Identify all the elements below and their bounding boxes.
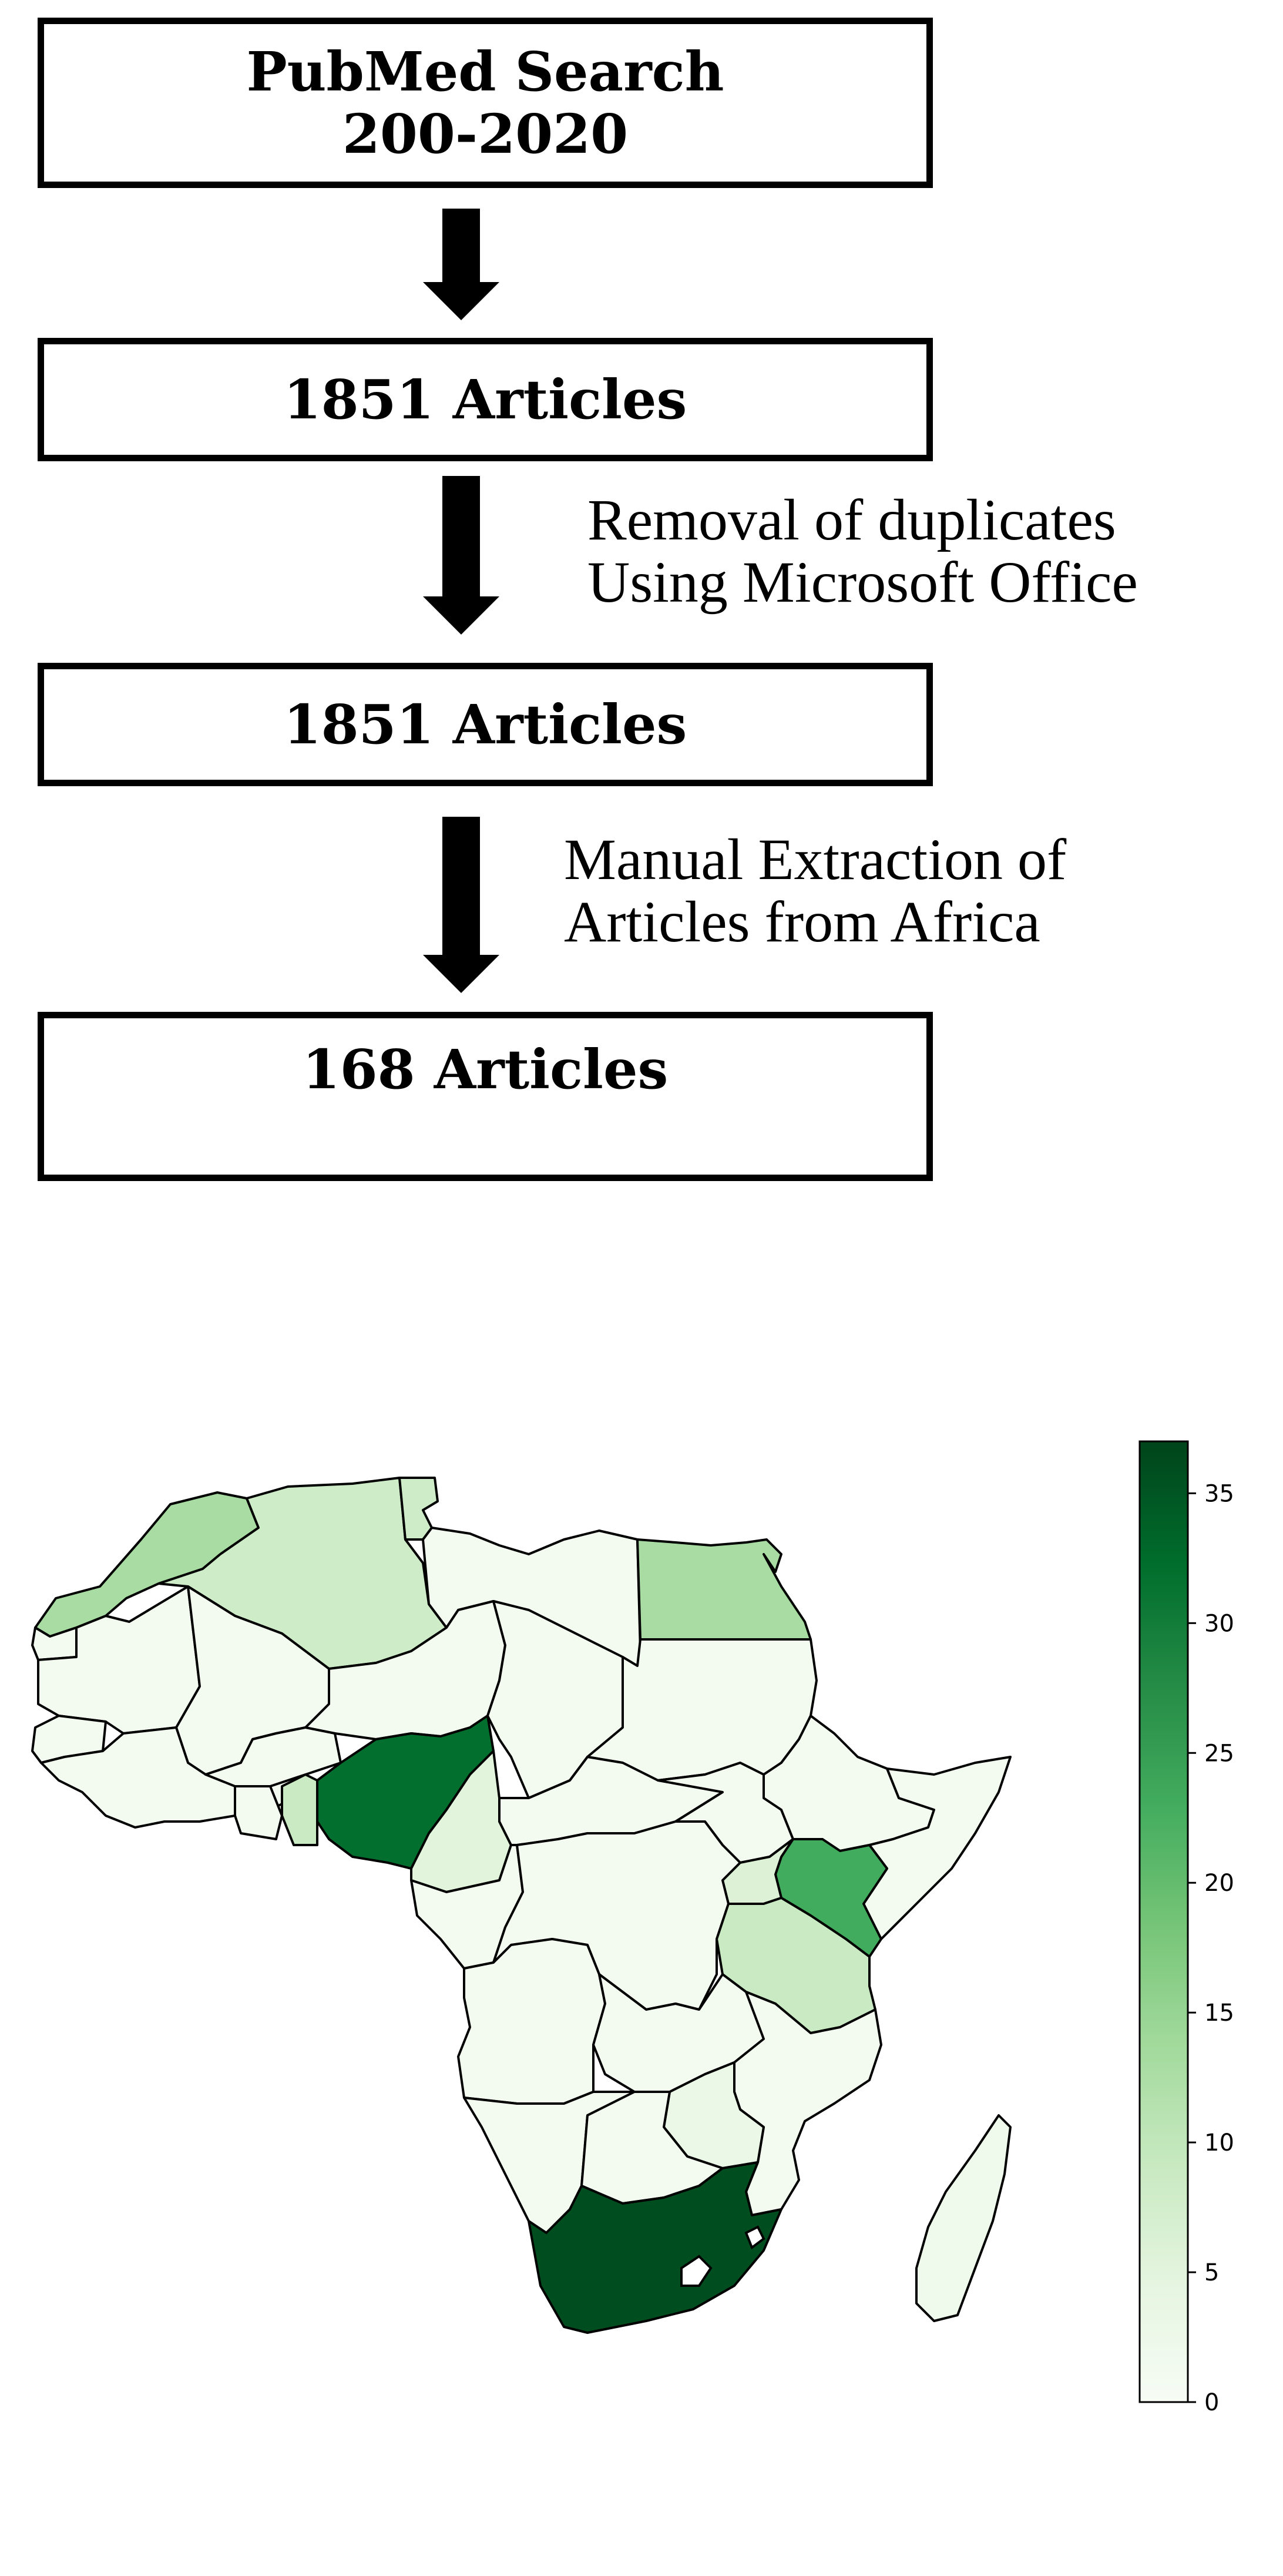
articles-box-3: 168 Articles bbox=[38, 1012, 933, 1181]
articles-box-3-label: 168 Articles bbox=[302, 1038, 669, 1101]
country-sudan bbox=[586, 1638, 818, 1782]
colorbar-tick-label: 15 bbox=[1204, 2000, 1234, 2027]
articles-box-2-label: 1851 Articles bbox=[283, 693, 687, 756]
colorbar-tick-label: 25 bbox=[1204, 1740, 1234, 1767]
search-box: PubMed Search 200-2020 bbox=[38, 18, 933, 188]
step-note-extraction: Manual Extraction of Articles from Afric… bbox=[564, 827, 1067, 954]
colorbar-tick-label: 5 bbox=[1204, 2259, 1219, 2286]
country-ghana bbox=[234, 1785, 283, 1840]
colorbar-tick-label: 35 bbox=[1204, 1480, 1234, 1507]
country-madagascar bbox=[915, 2114, 1012, 2322]
colorbar-tick-label: 30 bbox=[1204, 1610, 1234, 1637]
country-angola bbox=[457, 1938, 606, 2105]
country-egypt bbox=[636, 1538, 812, 1641]
country-tunisia bbox=[398, 1477, 439, 1541]
colorbar-tick-label: 20 bbox=[1204, 1870, 1234, 1897]
colorbar-tick-label: 0 bbox=[1204, 2389, 1219, 2416]
country-south-africa bbox=[528, 2161, 782, 2334]
colorbar-ticks: 0 5 10 15 20 25 30 35 bbox=[1188, 1480, 1234, 2416]
down-arrow-2 bbox=[423, 476, 499, 635]
country-togo-benin bbox=[281, 1773, 318, 1846]
down-arrow-1 bbox=[423, 209, 499, 320]
colorbar-tick-label: 10 bbox=[1204, 2129, 1234, 2156]
down-arrow-3 bbox=[423, 817, 499, 993]
step-note-duplicates: Removal of duplicates Using Microsoft Of… bbox=[587, 487, 1138, 615]
lesotho-hole bbox=[680, 2255, 713, 2287]
step-note-1-crop: Removal of duplicates Using Microsoft Of… bbox=[582, 482, 1283, 629]
africa-choropleth: 0 5 10 15 20 25 30 35 bbox=[31, 1440, 1234, 2416]
articles-box-1: 1851 Articles bbox=[38, 338, 933, 461]
eswatini-hole bbox=[744, 2225, 765, 2250]
colorbar bbox=[1138, 1440, 1189, 2403]
articles-box-2: 1851 Articles bbox=[38, 663, 933, 786]
search-box-label: PubMed Search 200-2020 bbox=[246, 40, 724, 166]
articles-box-1-label: 1851 Articles bbox=[283, 368, 687, 431]
